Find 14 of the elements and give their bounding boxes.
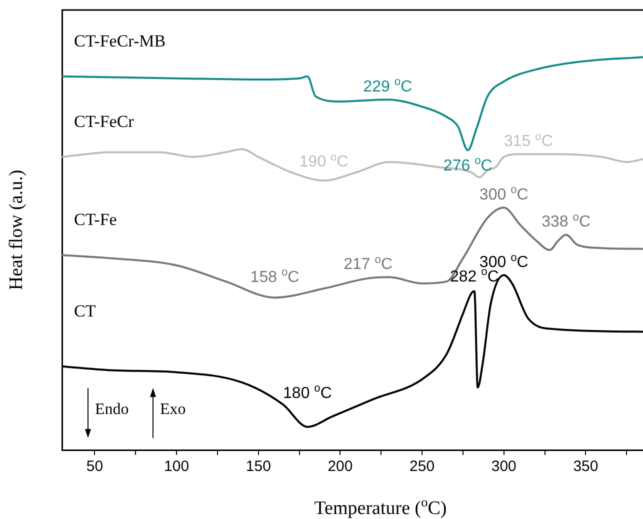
series-label: CT-FeCr-MB <box>74 31 166 50</box>
text: CT <box>74 301 96 320</box>
annotation: Endo <box>95 401 129 418</box>
x-tick-label: 150 <box>246 458 271 476</box>
x-tick-label: 200 <box>328 458 353 476</box>
annotation: Exo <box>160 401 186 418</box>
x-tick-label: 50 <box>86 458 104 476</box>
x-tick-label: 350 <box>573 458 598 476</box>
x-tick-label: 250 <box>410 458 435 476</box>
y-axis-title: Heat flow (a.u.) <box>6 170 27 290</box>
x-tick-label: 100 <box>164 458 190 476</box>
series-label: CT-FeCr <box>74 112 134 131</box>
x-tick-label: 300 <box>491 458 516 476</box>
series-label: CT-Fe <box>74 210 117 230</box>
